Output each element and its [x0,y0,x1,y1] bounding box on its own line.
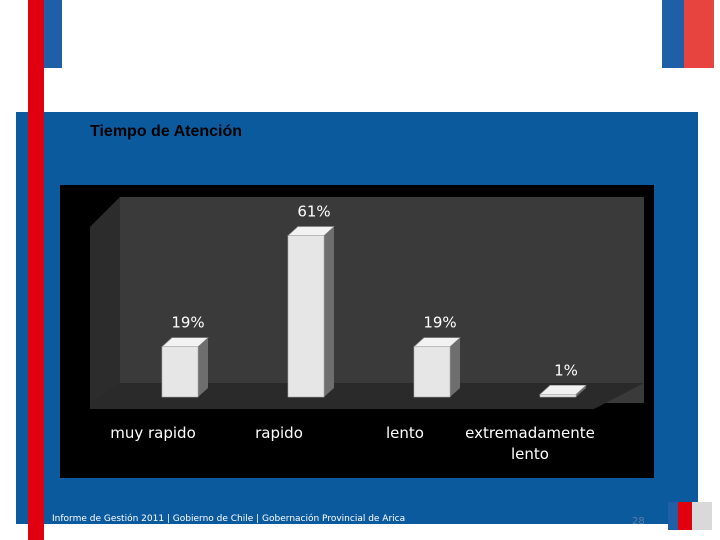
left-red-stripe [28,0,44,540]
category-labels-group: muy rapido rapido lento extremadamente lento [110,424,595,463]
bar-side [576,385,586,397]
bar-3 [413,337,461,398]
flag-red-block [684,0,714,68]
data-labels-group: 19% 61% 19% 1% [171,203,578,380]
chart-title: Tiempo de Atención [90,123,243,140]
page-number: 28 [632,516,645,527]
flag-blue-block [662,0,684,68]
category-label: extremadamente [465,424,595,442]
data-label: 19% [171,314,204,332]
data-label: 61% [297,203,330,221]
category-label: rapido [255,424,303,442]
top-right-flag-logo [662,0,714,68]
bar-face [161,346,199,398]
bar-face [539,394,577,398]
data-label: 1% [554,361,578,379]
footer-flag-red [678,502,692,530]
bar-face [413,346,451,398]
chart-side-wall [90,197,120,403]
bar-1 [161,337,209,398]
footer-flag-logo [668,500,712,530]
footer-flag-grey [692,502,712,530]
bar-side [324,226,334,397]
bar-chart: 19% 61% 19% 1% muy rapido rapido lento extrema… [90,197,644,463]
category-label: lento [511,445,549,463]
chart-floor [90,383,644,409]
bars-group [161,226,587,398]
bar-face [287,235,325,398]
chart-back-wall [90,197,644,403]
category-label: lento [386,424,424,442]
bar-2 [287,226,335,398]
bar-side [198,337,208,397]
footer-flag-blue [668,502,678,530]
bar-side [450,337,460,397]
footer-text: Informe de Gestión 2011 | Gobierno de Ch… [52,514,406,524]
category-label: muy rapido [110,424,196,442]
bar-4 [539,385,587,398]
top-left-blue-bar [44,0,62,68]
data-label: 19% [423,314,456,332]
